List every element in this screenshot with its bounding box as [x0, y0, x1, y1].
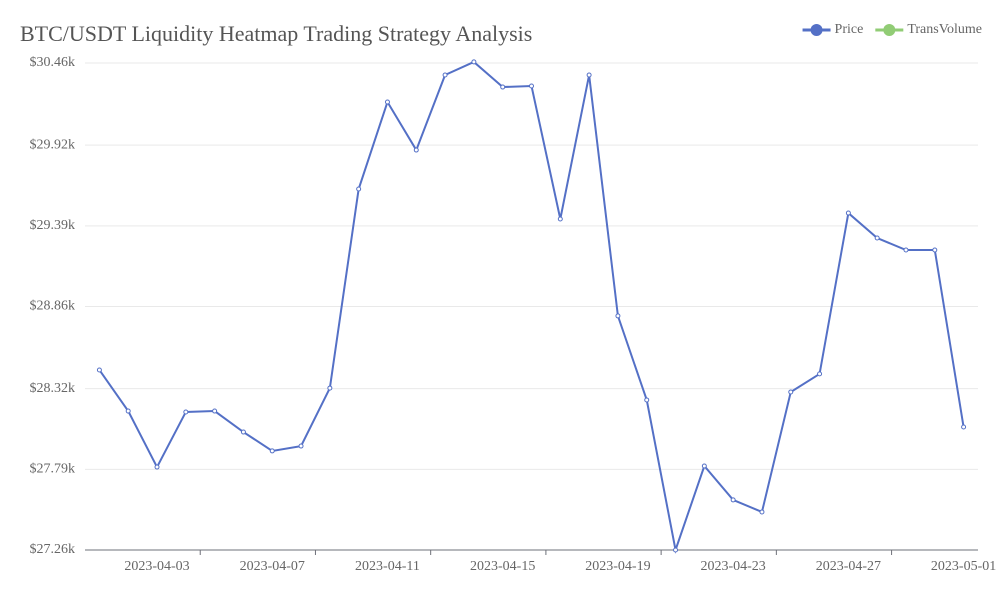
x-tick-label: 2023-04-11 — [355, 559, 420, 574]
point — [845, 210, 851, 216]
x-tick-label: 2023-04-19 — [585, 559, 650, 574]
point — [730, 497, 736, 503]
point — [298, 443, 304, 449]
point — [817, 371, 823, 377]
point — [557, 216, 563, 222]
x-tick-label: 2023-04-23 — [700, 559, 765, 574]
x-tick-label: 2023-04-03 — [124, 559, 189, 574]
point — [125, 408, 131, 414]
point — [701, 463, 707, 469]
point — [644, 397, 650, 403]
point — [673, 547, 679, 553]
point — [384, 99, 390, 105]
point — [269, 448, 275, 454]
x-tick-label: 2023-04-27 — [816, 559, 881, 574]
x-tick-label: 2023-04-07 — [240, 559, 305, 574]
point — [413, 147, 419, 153]
point — [212, 408, 218, 414]
y-tick-label: $29.92k — [30, 137, 76, 152]
point — [240, 429, 246, 435]
point — [874, 235, 880, 241]
y-tick-label: $27.26k — [30, 542, 76, 557]
point — [615, 313, 621, 319]
point — [932, 247, 938, 253]
point — [500, 84, 506, 90]
y-tick-label: $29.39k — [30, 218, 76, 233]
y-tick-label: $30.46k — [30, 55, 76, 70]
legend-swatch-dot — [810, 24, 823, 36]
point — [356, 186, 362, 192]
legend-label: Price — [835, 22, 864, 37]
point — [961, 424, 967, 430]
point — [903, 247, 909, 253]
y-tick-label: $28.32k — [30, 381, 76, 396]
legend-label: TransVolume — [907, 22, 982, 37]
price-line — [98, 60, 965, 554]
x-tick-label: 2023-04-15 — [470, 559, 535, 574]
point — [759, 509, 765, 515]
x-tick-label: 2023-05-01 — [931, 559, 996, 574]
point — [471, 59, 477, 65]
point — [327, 385, 333, 391]
point — [788, 389, 794, 395]
point — [96, 367, 102, 373]
point — [529, 83, 534, 89]
y-tick-label: $27.79k — [30, 462, 76, 477]
point — [586, 72, 592, 78]
y-tick-label: $28.86k — [30, 299, 76, 314]
point — [154, 464, 160, 470]
point — [183, 409, 189, 415]
legend-swatch-dot — [883, 24, 896, 36]
chart-title: BTC/USDT Liquidity Heatmap Trading Strat… — [20, 21, 532, 46]
point — [442, 72, 448, 78]
